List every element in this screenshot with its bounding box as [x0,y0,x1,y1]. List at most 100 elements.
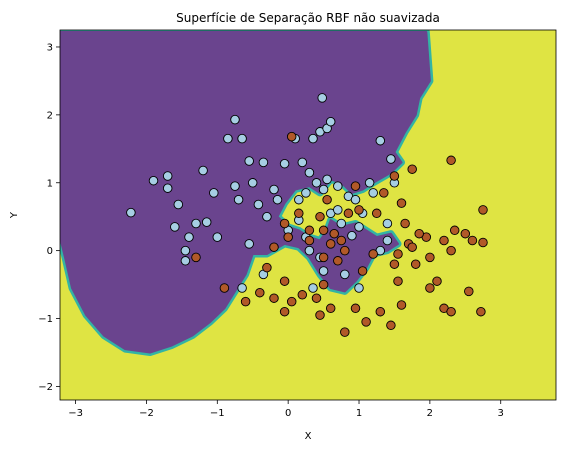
y-tick-label: 1 [47,178,53,189]
y-tick-label: 0 [47,246,53,257]
data-point-light [304,167,315,178]
data-point-dark [439,235,449,246]
data-point-dark [389,171,400,181]
data-point-dark [269,293,279,303]
data-point-dark [432,276,442,286]
data-point-dark [410,259,421,269]
data-point-dark [368,249,378,259]
data-point-dark [311,293,322,303]
data-point-light [325,116,336,127]
data-point-dark [318,252,329,263]
data-point-light [340,269,350,280]
data-point-light [170,222,180,232]
data-point-dark [336,235,347,246]
chart-title: Superfície de Separação RBF não suavizad… [176,11,440,25]
data-point-light [347,230,357,241]
data-point-dark [315,211,325,222]
data-point-light [201,217,212,227]
y-tick-label: 2 [47,110,53,121]
data-point-light [375,135,386,146]
data-point-dark [478,237,488,248]
data-point-dark [279,306,290,317]
y-axis: −2 −1 0 1 2 3 [38,42,60,393]
data-point-dark [467,235,478,246]
data-point-dark [315,310,325,320]
data-point-light [237,133,247,144]
data-point-dark [262,262,272,273]
data-point-dark [393,276,403,286]
data-point-dark [389,259,400,269]
data-point-dark [464,286,474,297]
data-point-dark [279,218,290,229]
data-point-light [301,188,311,198]
data-point-dark [297,290,308,300]
x-tick-label: 0 [285,408,291,419]
data-point-light [209,188,219,198]
data-point-dark [279,276,290,286]
data-point-dark [343,208,354,219]
data-point-dark [449,225,460,236]
data-point-light [244,156,254,166]
x-axis: −3 −2 −1 0 1 2 3 [68,400,504,419]
data-point-light [230,114,240,125]
data-point-light [333,181,343,191]
data-point-dark [446,306,456,317]
axes-frame [59,29,557,401]
data-point-dark [240,296,251,307]
data-point-dark [354,205,364,215]
data-point-light [354,283,364,293]
data-point-dark [386,320,396,331]
data-point-dark [476,306,486,317]
data-point-light [317,93,327,103]
data-point-dark [286,296,297,307]
data-point-dark [478,205,488,215]
data-point-light [368,188,378,198]
data-point-dark [255,287,265,298]
data-point-light [230,181,240,191]
x-tick-label: −2 [139,408,154,419]
data-point-dark [400,218,410,229]
data-point-dark [379,188,389,198]
data-point-light [336,218,347,229]
data-point-light [162,183,173,193]
data-point-light [318,266,329,276]
data-point-light [294,194,304,205]
data-point-dark [340,327,350,337]
data-point-dark [460,228,471,239]
data-point-light [382,218,393,229]
data-point-dark [393,249,403,259]
x-tick-label: 2 [427,408,433,419]
data-point-light [173,199,184,210]
data-point-light [354,222,364,232]
x-tick-label: 1 [356,408,362,419]
data-point-light [308,133,318,144]
data-point-dark [294,208,304,219]
y-axis-label: Y [9,211,20,219]
data-point-light [311,178,322,188]
data-point-dark [304,225,315,236]
data-point-dark [283,232,293,242]
data-point-dark [329,228,339,239]
data-point-light [253,199,264,210]
scatter-points [126,93,488,337]
data-point-dark [286,131,297,142]
data-point-dark [325,239,336,249]
data-point-dark [396,300,407,310]
data-point-dark [396,198,407,208]
data-point-dark [446,245,456,256]
data-point-dark [325,303,336,314]
x-tick-label: 3 [498,408,504,419]
data-point-dark [425,283,435,293]
data-point-light [308,283,318,293]
data-point-light [191,218,201,229]
data-point-light [162,171,173,181]
data-point-dark [322,194,332,205]
data-point-light [223,133,233,144]
data-point-dark [371,208,382,219]
x-tick-label: −1 [210,408,225,419]
data-point-light [350,194,361,205]
data-point-dark [219,283,230,293]
data-point-light [180,256,191,266]
data-point-light [322,174,332,185]
